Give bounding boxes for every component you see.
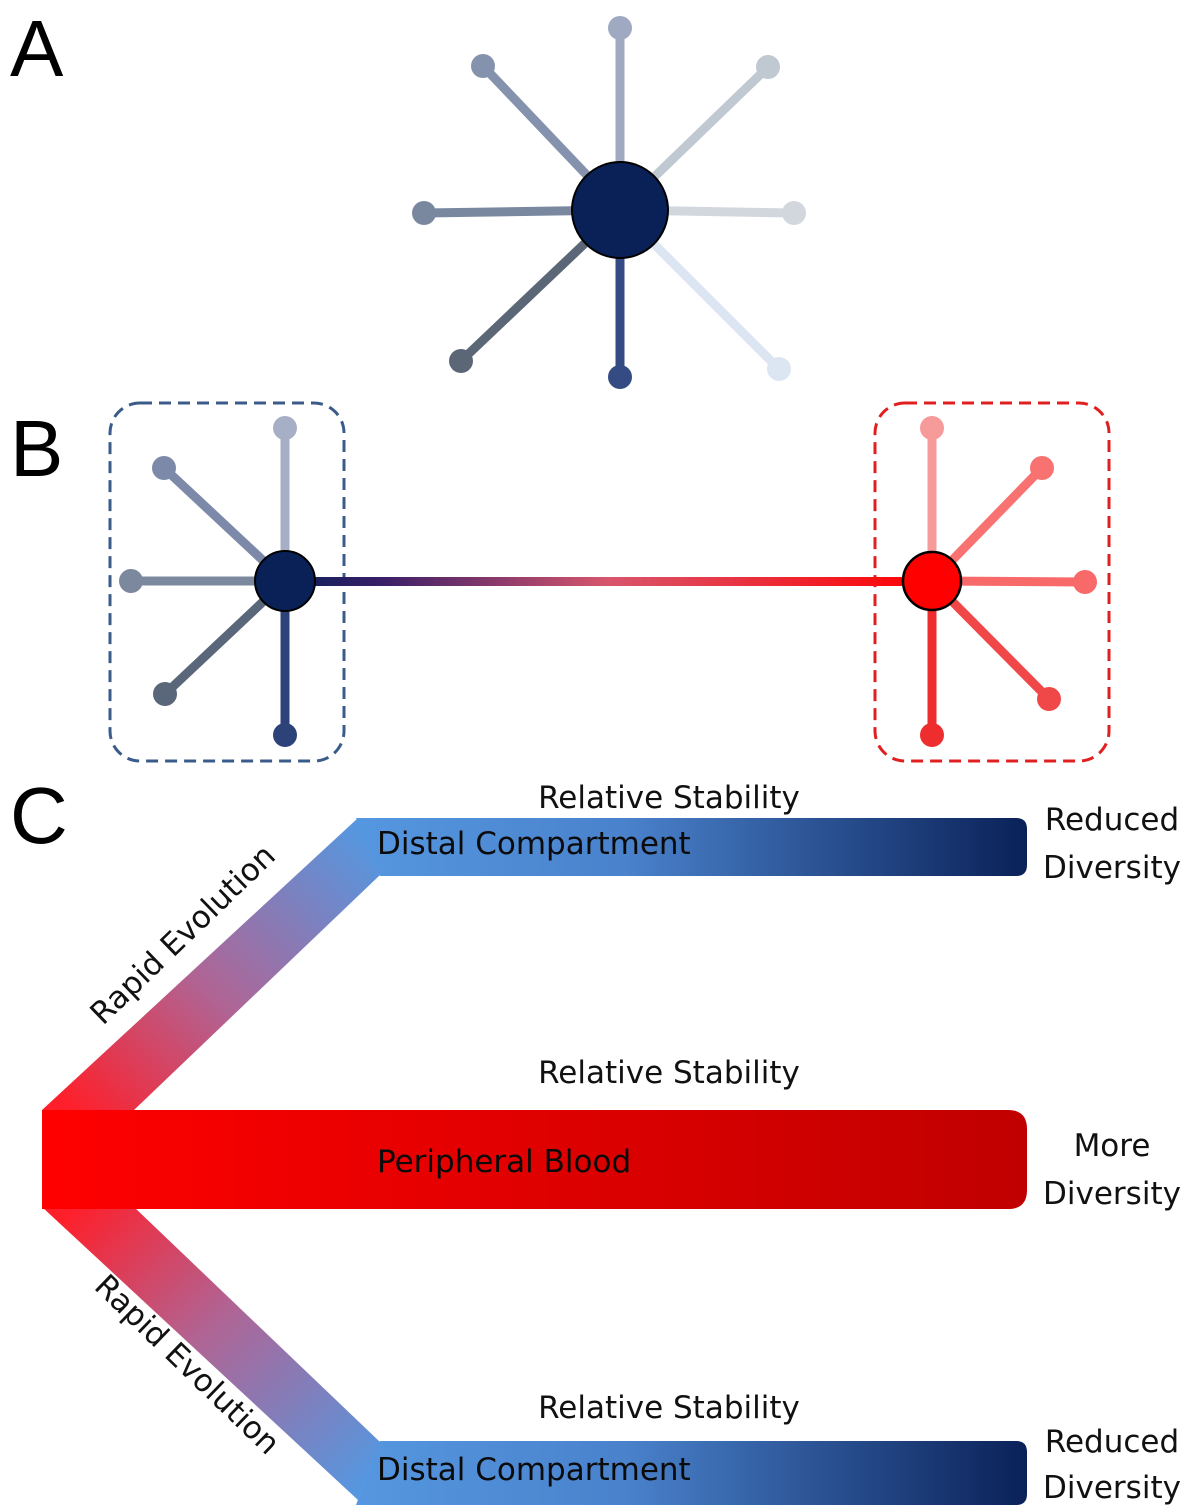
top-stability-label: Relative Stability bbox=[538, 780, 800, 816]
lower-diagonal-branch bbox=[42, 1207, 380, 1500]
middle-bar-label: Peripheral Blood bbox=[377, 1144, 631, 1180]
bottom-outcome-line1: Reduced bbox=[1045, 1424, 1179, 1460]
middle-stability-label: Relative Stability bbox=[538, 1055, 800, 1091]
bottom-distal-compartment-bar bbox=[356, 1441, 1027, 1505]
top-outcome-line2: Diversity bbox=[1043, 850, 1181, 886]
panel-c-flow: Distal Compartment Peripheral Blood Dist… bbox=[42, 780, 1181, 1505]
right-cluster-hub-node bbox=[901, 550, 963, 612]
middle-outcome-line2: Diversity bbox=[1043, 1176, 1181, 1212]
middle-outcome-line1: More bbox=[1074, 1128, 1151, 1164]
panel-letter-a: A bbox=[10, 4, 64, 93]
bottom-outcome-line2: Diversity bbox=[1043, 1470, 1181, 1505]
middle-outcome-label: More Diversity bbox=[1043, 1128, 1181, 1212]
top-bar-label: Distal Compartment bbox=[377, 826, 691, 862]
panel-b-network bbox=[108, 401, 1111, 763]
panel-a-network bbox=[412, 16, 806, 389]
left-cluster-hub-node bbox=[254, 550, 316, 612]
bottom-stability-label: Relative Stability bbox=[538, 1390, 800, 1426]
panel-letter-c: C bbox=[10, 771, 68, 860]
bottom-bar-label: Distal Compartment bbox=[377, 1452, 691, 1488]
panel-a-hub-node bbox=[571, 161, 669, 259]
top-outcome-label: Reduced Diversity bbox=[1043, 802, 1181, 886]
peripheral-blood-bar bbox=[42, 1110, 1027, 1209]
cluster-connector-edge bbox=[285, 577, 932, 586]
panel-letter-b: B bbox=[10, 404, 63, 493]
top-distal-compartment-bar bbox=[356, 818, 1027, 876]
top-outcome-line1: Reduced bbox=[1045, 802, 1179, 838]
upper-diagonal-branch bbox=[42, 818, 380, 1110]
bottom-outcome-label: Reduced Diversity bbox=[1043, 1424, 1181, 1505]
